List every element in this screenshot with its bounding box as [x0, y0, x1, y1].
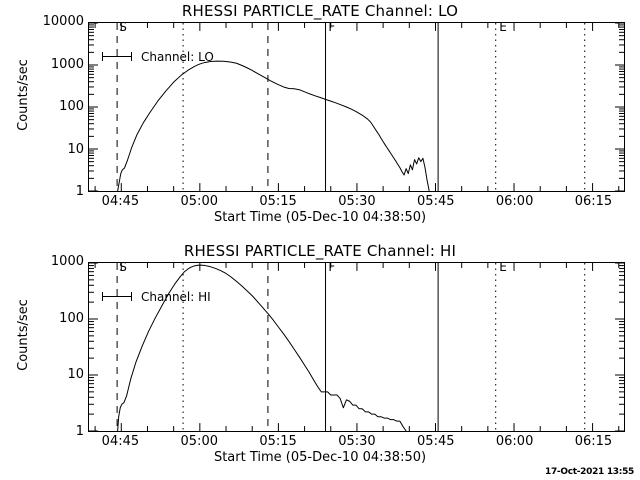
- plot-frame-hi: [88, 262, 625, 432]
- x-tick-label: 05:15: [259, 434, 297, 449]
- x-tick-label: 06:00: [495, 434, 534, 449]
- y-tick-text: 100: [59, 99, 84, 114]
- render-timestamp: 17-Oct-2021 13:55: [544, 467, 634, 477]
- x-tick-label: 05:30: [338, 434, 376, 449]
- marker-letter-f: F: [328, 20, 336, 34]
- plot-panel-hi: RHESSI PARTICLE_RATE Channel: HI Counts/…: [0, 240, 640, 480]
- x-tick-label: 05:00: [180, 434, 218, 449]
- y-tick-text: 1: [75, 184, 84, 199]
- legend-label-hi: Channel: HI: [141, 289, 211, 304]
- plot-title-lo: RHESSI PARTICLE_RATE Channel: LO: [181, 2, 459, 20]
- legend-line-sample-hi: [102, 292, 132, 301]
- x-axis-tick-labels-hi: 04:45 05:00 05:15 05:30 05:45 06:00 06:15: [0, 240, 640, 480]
- x-tick-label: 05:45: [417, 194, 455, 209]
- legend-label-lo: Channel: LO: [141, 49, 214, 64]
- marker-letter-e: E: [499, 260, 507, 274]
- y-tick-text: 100: [59, 310, 84, 326]
- x-tick-label: 05:15: [259, 194, 297, 209]
- y-tick-text: 1000: [50, 254, 84, 269]
- x-tick-label: 05:30: [338, 194, 376, 209]
- plot-area-hi: [89, 263, 624, 431]
- legend-line-sample-lo: [102, 52, 132, 61]
- y-axis-tick-labels-hi: 1 10 100 1000: [0, 240, 88, 480]
- x-axis-tick-labels-lo: 04:45 05:00 05:15 05:30 05:45 06:00 06:15: [101, 194, 613, 209]
- data-curve-hi: [89, 263, 624, 431]
- plot-area-lo: [89, 23, 624, 191]
- y-tick-text: 10000: [42, 14, 84, 29]
- y-tick-text: 10: [67, 141, 84, 157]
- plot-panel-lo: RHESSI PARTICLE_RATE Channel: LO Counts/…: [0, 0, 625, 240]
- x-axis-label-lo: Start Time (05-Dec-10 04:38:50): [213, 210, 427, 225]
- data-curve-lo: [89, 23, 624, 191]
- y-axis-tick-labels-lo: 1 10 100 1000 10000: [0, 0, 88, 240]
- y-tick-text: 1000: [50, 56, 84, 72]
- plot-frame-lo: [88, 22, 625, 192]
- x-tick-label: 06:00: [495, 194, 534, 209]
- marker-letter-s: S: [119, 260, 127, 274]
- marker-letter-f: F: [328, 260, 336, 274]
- x-tick-label: 05:00: [180, 194, 218, 209]
- legend-lo: Channel: LO: [102, 49, 214, 64]
- plot-title-hi: RHESSI PARTICLE_RATE Channel: HI: [183, 242, 457, 260]
- x-tick-label: 04:45: [101, 194, 140, 209]
- x-tick-label: 04:45: [101, 434, 140, 449]
- x-tick-label: 06:15: [574, 434, 613, 449]
- x-axis-label-hi: Start Time (05-Dec-10 04:38:50): [213, 450, 427, 465]
- marker-letter-s: S: [119, 20, 127, 34]
- x-tick-label: 05:45: [417, 434, 455, 449]
- marker-letter-e: E: [499, 20, 507, 34]
- y-tick-text: 1: [75, 424, 84, 439]
- x-tick-label: 06:15: [574, 194, 613, 209]
- legend-hi: Channel: HI: [102, 289, 211, 304]
- y-tick-text: 10: [67, 367, 84, 383]
